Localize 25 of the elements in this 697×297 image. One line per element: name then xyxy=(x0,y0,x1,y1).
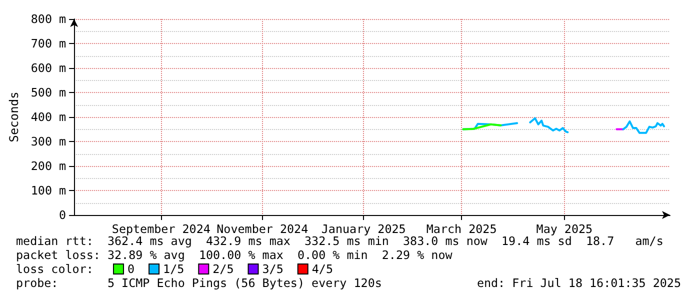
y-tick-label: 0 xyxy=(59,208,66,222)
y-tick-label: 600 m xyxy=(30,61,66,75)
y-tick-label: 700 m xyxy=(30,36,66,50)
text: probe: 5 ICMP Echo Pings (56 Bytes) every 120s xyxy=(16,276,382,290)
y-axis-title: Seconds xyxy=(7,92,21,142)
y-tick-label: 300 m xyxy=(30,134,66,148)
text: median rtt: 362.4 ms avg 432.9 ms max 332.5 ms min 383.0 ms now 19.4 ms sd 18.7 am/s xyxy=(16,234,664,248)
x-tick-label: January 2025 xyxy=(321,222,406,236)
x-tick-label: September 2024 xyxy=(112,222,210,236)
text: end: Fri Jul 18 16:01:35 2025 xyxy=(476,276,681,290)
y-tick-label: 400 m xyxy=(30,110,66,124)
x-tick-label: March 2025 xyxy=(426,222,497,236)
legend-title: loss color: xyxy=(16,262,94,276)
y-tick-label: 200 m xyxy=(30,159,66,173)
y-tick-label: 100 m xyxy=(30,184,66,198)
legend-label: 0 xyxy=(128,262,135,276)
x-tick-label: November 2024 xyxy=(216,222,308,236)
y-tick-label: 500 m xyxy=(30,86,66,100)
legend-label: 1/5 xyxy=(163,262,184,276)
y-tick-label: 800 m xyxy=(30,12,66,26)
legend-label: 3/5 xyxy=(262,262,284,276)
legend-label: 2/5 xyxy=(212,262,234,276)
legend-label: 4/5 xyxy=(312,262,333,276)
text: packet loss: 32.89 % avg 100.00 % max 0.00 % min 2.29 % now xyxy=(16,248,452,262)
x-tick-label: May 2025 xyxy=(536,222,593,236)
